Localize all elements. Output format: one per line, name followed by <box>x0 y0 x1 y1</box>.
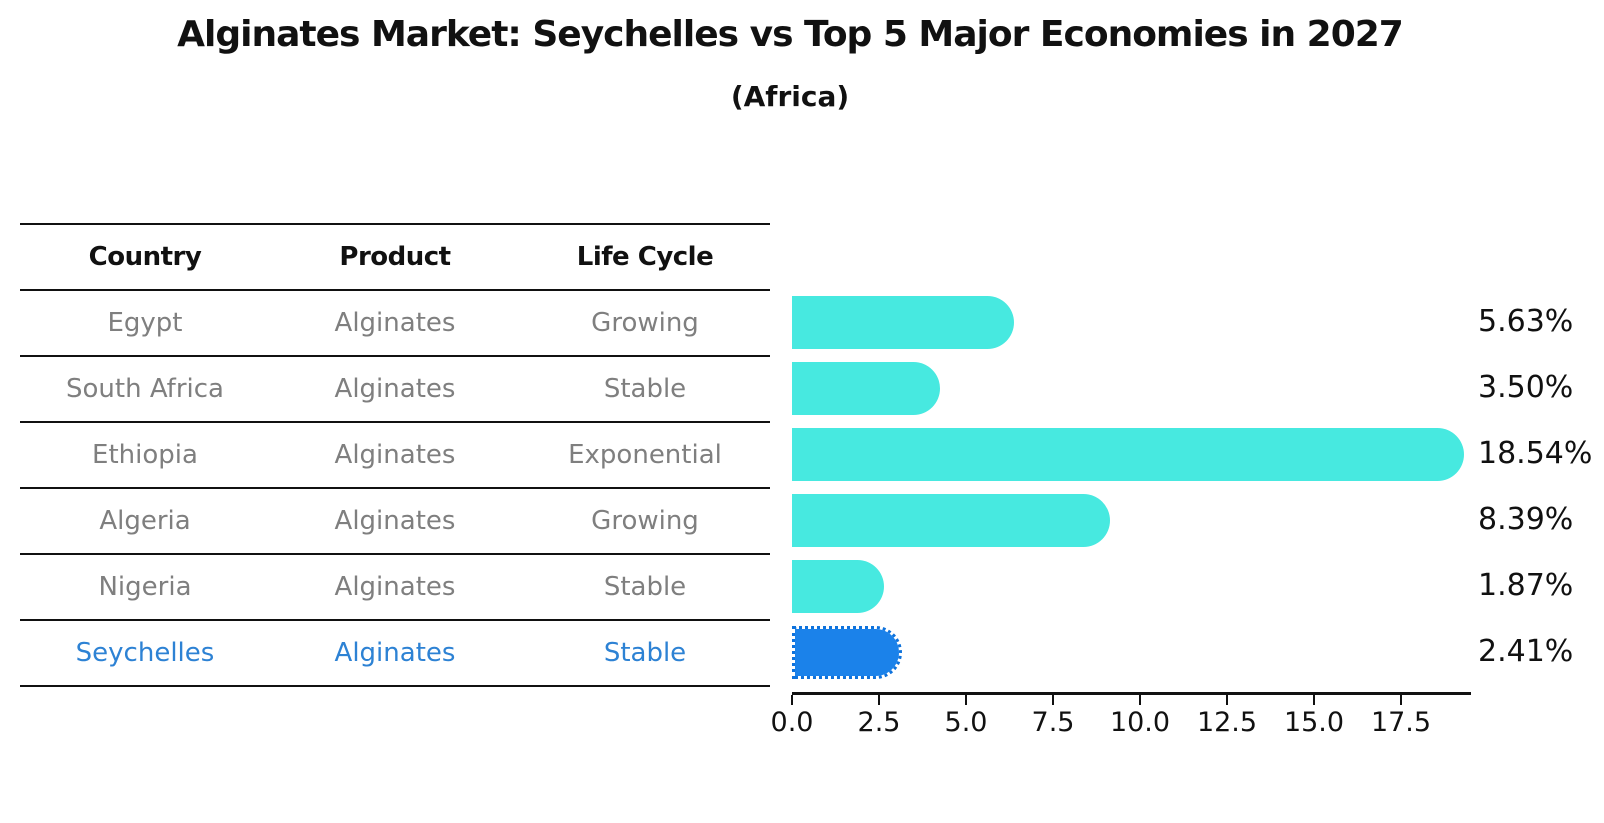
x-axis-tick-label: 17.5 <box>1370 707 1432 738</box>
x-axis-tick-label: 2.5 <box>857 707 901 738</box>
col-header-product: Product <box>339 242 451 272</box>
bar-south-africa <box>792 361 941 415</box>
bar-seychelles-highlight <box>792 625 903 679</box>
value-label: 2.41% <box>1478 634 1574 669</box>
cell-country: Algeria <box>99 506 191 536</box>
bar-nigeria <box>792 559 884 613</box>
x-axis-tick-mark <box>878 695 880 705</box>
bar-egypt <box>792 295 1015 349</box>
chart-subtitle: (Africa) <box>730 80 850 113</box>
value-label: 18.54% <box>1478 436 1593 471</box>
x-axis-tick-mark <box>1313 695 1315 705</box>
x-axis-line <box>792 692 1471 695</box>
x-axis-tick-label: 12.5 <box>1196 707 1258 738</box>
cell-lifecycle: Growing <box>591 506 699 536</box>
x-axis-tick-mark <box>1400 695 1402 705</box>
cell-product: Alginates <box>334 440 456 470</box>
table-row: Nigeria Alginates Stable <box>20 555 770 621</box>
cell-country: South Africa <box>66 374 224 404</box>
bar-ethiopia <box>792 427 1464 481</box>
x-axis-tick-label: 15.0 <box>1283 707 1345 738</box>
table-row: Egypt Alginates Growing <box>20 291 770 357</box>
chart-title: Alginates Market: Seychelles vs Top 5 Ma… <box>177 14 1404 55</box>
x-axis-tick-label: 0.0 <box>770 707 814 738</box>
country-table: Country Product Life Cycle Egypt Alginat… <box>20 223 770 687</box>
cell-product: Alginates <box>334 308 456 338</box>
cell-lifecycle: Stable <box>603 638 687 668</box>
col-header-country: Country <box>88 242 202 272</box>
cell-country: Egypt <box>107 308 183 338</box>
value-label: 8.39% <box>1478 502 1574 537</box>
cell-product: Alginates <box>334 638 456 668</box>
x-axis-tick-label: 7.5 <box>1031 707 1075 738</box>
cell-country: Seychelles <box>75 638 215 668</box>
cell-product: Alginates <box>334 374 456 404</box>
x-axis-tick-mark <box>965 695 967 705</box>
cell-product: Alginates <box>334 506 456 536</box>
cell-lifecycle: Exponential <box>568 440 722 470</box>
cell-product: Alginates <box>334 572 456 602</box>
value-label: 5.63% <box>1478 304 1574 339</box>
x-axis-tick-label: 5.0 <box>944 707 988 738</box>
cell-lifecycle: Growing <box>591 308 699 338</box>
table-row: Algeria Alginates Growing <box>20 489 770 555</box>
x-axis-tick-mark <box>1052 695 1054 705</box>
cell-country: Nigeria <box>98 572 192 602</box>
cell-lifecycle: Stable <box>603 374 687 404</box>
x-axis-tick-label: 10.0 <box>1109 707 1171 738</box>
cell-lifecycle: Stable <box>603 572 687 602</box>
table-header-row: Country Product Life Cycle <box>20 225 770 291</box>
table-row: Ethiopia Alginates Exponential <box>20 423 770 489</box>
table-row: South Africa Alginates Stable <box>20 357 770 423</box>
table-row-seychelles-highlight: Seychelles Alginates Stable <box>20 621 770 687</box>
x-axis-tick-mark <box>791 695 793 705</box>
col-header-lifecycle: Life Cycle <box>576 242 714 272</box>
cell-country: Ethiopia <box>92 440 198 470</box>
x-axis-tick-mark <box>1139 695 1141 705</box>
x-axis-tick-mark <box>1226 695 1228 705</box>
bar-algeria <box>792 493 1111 547</box>
value-label: 3.50% <box>1478 370 1574 405</box>
value-label: 1.87% <box>1478 568 1574 603</box>
